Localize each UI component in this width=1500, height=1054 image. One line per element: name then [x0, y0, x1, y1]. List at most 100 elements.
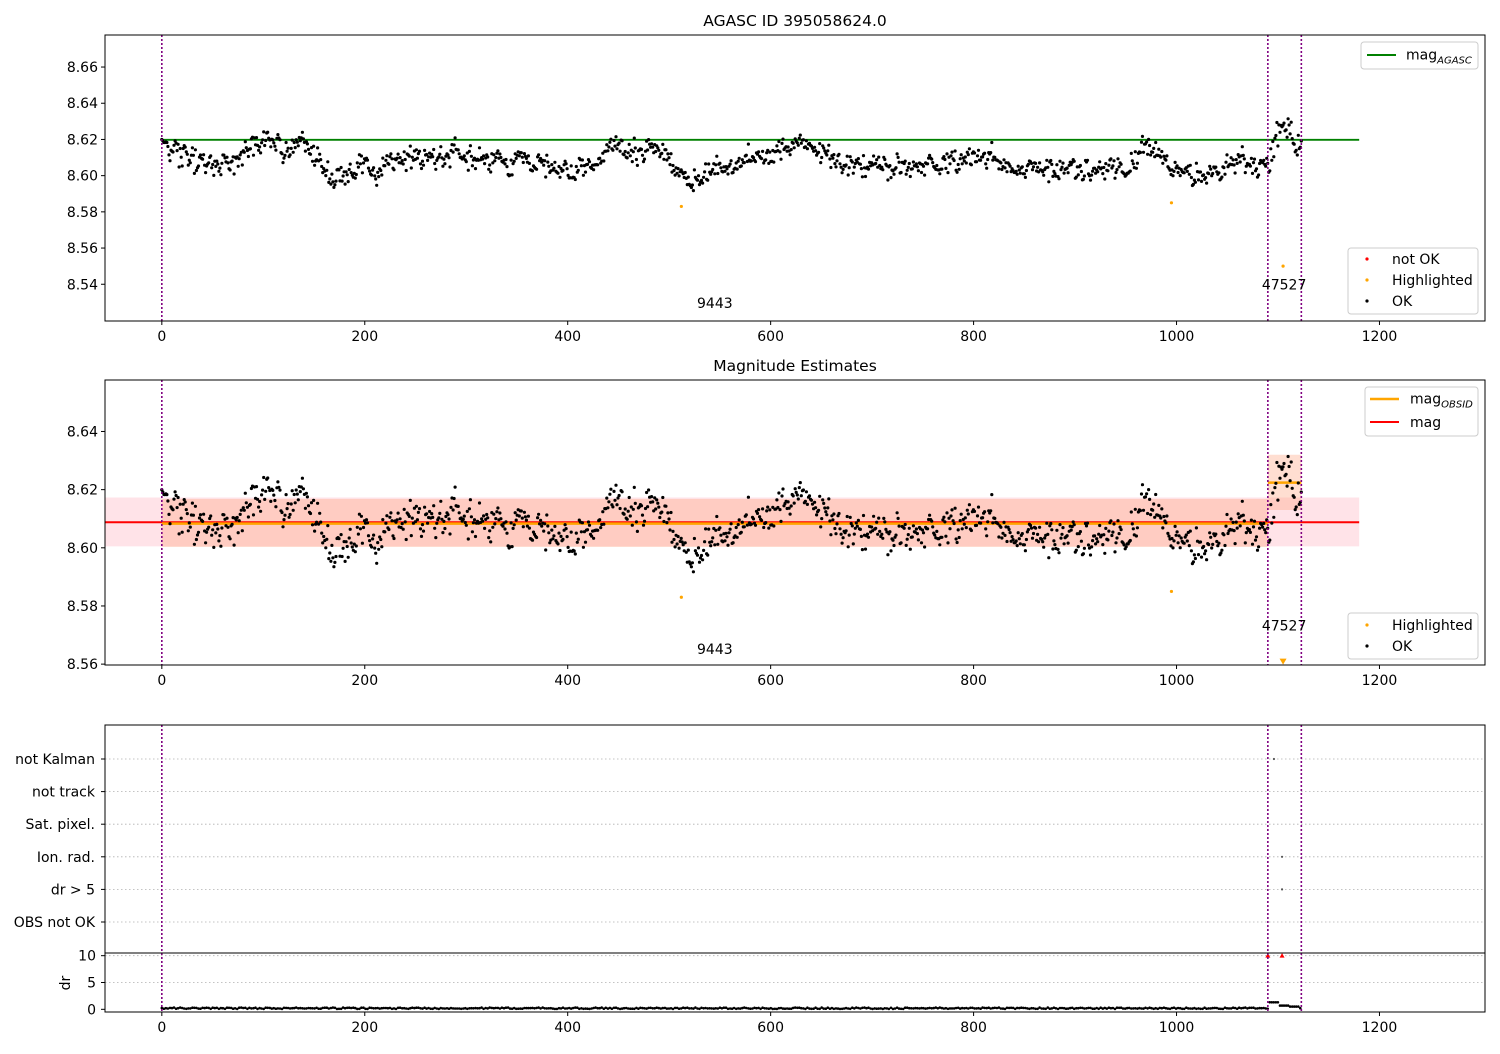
dr-point — [356, 1007, 359, 1011]
ok-point — [1231, 520, 1235, 525]
ok-point — [949, 154, 953, 158]
ok-point — [1111, 530, 1115, 534]
dr-point — [1109, 1006, 1113, 1010]
ok-point — [1139, 140, 1144, 144]
ok-point — [240, 163, 244, 167]
dr-point — [1066, 1007, 1070, 1010]
ok-point — [656, 501, 660, 505]
ok-point — [985, 166, 989, 170]
ok-point — [354, 544, 358, 548]
ok-point — [1152, 146, 1156, 150]
ok-point — [1018, 171, 1022, 175]
ok-point — [1296, 481, 1300, 485]
ok-point — [218, 534, 222, 538]
dr-point — [1028, 1007, 1031, 1011]
dr-point — [431, 1007, 435, 1011]
ok-point — [642, 519, 647, 523]
dr-point — [694, 1006, 697, 1009]
ok-point — [218, 166, 222, 170]
ok-point — [1147, 488, 1151, 492]
ok-point — [264, 489, 268, 493]
ok-point — [171, 508, 175, 512]
ok-point — [904, 172, 908, 176]
ok-point — [1003, 166, 1007, 170]
ok-point — [737, 518, 741, 522]
ok-point — [846, 545, 850, 549]
ok-point — [651, 500, 655, 504]
ok-point — [185, 511, 189, 516]
ok-point — [805, 502, 810, 506]
ok-point — [384, 158, 388, 162]
ok-point — [269, 499, 273, 503]
dr-point — [480, 1006, 483, 1009]
ok-point — [374, 177, 378, 181]
ok-point — [417, 149, 422, 153]
legend-label-highlighted-2: Highlighted — [1392, 618, 1473, 634]
ok-point — [672, 168, 676, 173]
dr-point — [1231, 1006, 1235, 1009]
ok-point — [339, 165, 343, 170]
dr-point — [1140, 1007, 1143, 1010]
dr-point — [692, 1007, 695, 1010]
ok-point — [930, 519, 934, 523]
ok-point — [835, 522, 839, 526]
ok-point — [425, 152, 429, 157]
ok-point — [1254, 167, 1259, 171]
ok-point — [1085, 158, 1090, 162]
ok-point — [742, 525, 746, 529]
dr-point — [973, 1007, 976, 1010]
ok-point — [777, 139, 781, 144]
ok-point — [396, 511, 400, 515]
ok-point — [1253, 538, 1258, 542]
ok-point — [1258, 526, 1262, 530]
ok-point — [984, 162, 988, 166]
dr-point — [197, 1007, 200, 1010]
ok-point — [333, 183, 337, 187]
dr-point — [1089, 1006, 1092, 1010]
ok-point — [254, 136, 259, 140]
ok-point — [261, 138, 265, 142]
ok-point — [827, 143, 831, 147]
dr-point — [437, 1007, 441, 1011]
ok-point — [1022, 172, 1026, 176]
dr-point — [268, 1006, 272, 1010]
x-tick-label: 1200 — [1362, 1020, 1398, 1036]
dr-point — [869, 1007, 872, 1010]
ok-point — [1188, 529, 1192, 533]
dr-point — [840, 1007, 844, 1011]
y-tick-label: 8.66 — [67, 60, 98, 76]
ok-point — [439, 145, 443, 149]
ok-point — [1205, 181, 1209, 185]
ok-point — [1016, 531, 1020, 535]
ok-point — [1280, 467, 1284, 471]
ok-point — [915, 532, 920, 536]
ok-point — [745, 523, 750, 527]
ok-point — [509, 521, 513, 525]
dr-point — [686, 1006, 689, 1009]
ok-point — [211, 162, 215, 167]
ok-point — [580, 521, 585, 525]
ok-point — [791, 141, 795, 145]
dr-point — [1095, 1006, 1098, 1010]
ok-point — [370, 173, 374, 177]
ok-point — [716, 542, 720, 546]
dr-point — [673, 1006, 677, 1010]
ok-point — [1113, 176, 1117, 180]
ok-point — [792, 501, 796, 505]
ok-point — [389, 511, 393, 515]
ok-point — [359, 154, 363, 158]
ok-point — [662, 157, 666, 161]
ok-point — [254, 485, 259, 489]
ok-point — [602, 522, 606, 526]
ok-point — [892, 172, 896, 176]
ok-point — [1055, 528, 1059, 532]
ok-point — [339, 533, 343, 537]
ok-point — [420, 523, 425, 527]
ok-point — [623, 507, 627, 511]
highlighted-point — [1169, 589, 1174, 594]
ok-point — [1238, 524, 1242, 528]
dr-point — [818, 1007, 821, 1011]
ok-point — [1176, 170, 1180, 175]
ok-point — [1162, 514, 1166, 519]
